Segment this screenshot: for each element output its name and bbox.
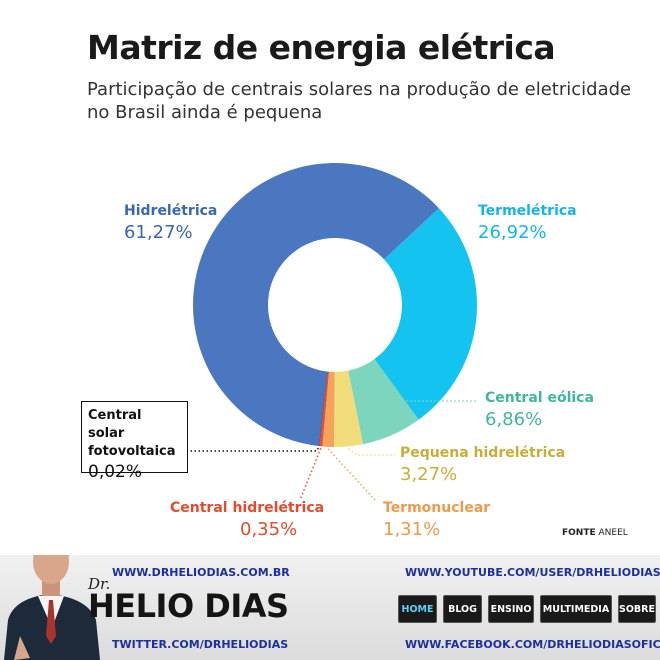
label-pequena-name: Pequena hidrelétrica [400,445,566,461]
slice-pequena-hidreletrica [334,370,364,447]
leader-central-hidro [299,448,322,501]
youtube-link[interactable]: WWW.YOUTUBE.COM/USER/DRHELIODIAS [405,566,660,579]
label-termeletrica-name: Termelétrica [478,203,577,219]
slice-termeletrica [374,208,478,420]
leader-lines [189,400,478,501]
slice-central-hidreletrica [319,371,330,447]
chart-subtitle: Participação de centrais solares na prod… [87,79,632,123]
label-hidreletrica: Hidrelétrica 61,27% [124,203,217,243]
dr-prefix: Dr. [88,575,111,593]
footer-banner: WWW.DRHELIODIAS.COM.BR Dr. HELIO DIAS TW… [0,555,660,660]
label-termeletrica: Termelétrica 26,92% [478,203,577,243]
donut-chart [189,162,478,501]
slice-central-eolica [348,359,419,445]
label-central-hidro-name: Central hidrelétrica [170,500,325,516]
source-note: FONTE ANEEL [562,528,628,538]
site-url-link[interactable]: WWW.DRHELIODIAS.COM.BR [112,566,290,579]
slice-hidreletrica [192,162,439,447]
label-hidreletrica-value: 61,27% [124,222,193,243]
slice-termonuclear [322,371,335,447]
label-hidreletrica-name: Hidrelétrica [124,203,218,219]
facebook-link[interactable]: WWW.FACEBOOK.COM/DRHELIODIASOFICIAL [405,638,660,651]
label-solar-value: 0,02% [88,462,143,482]
source-prefix: FONTE [562,528,596,538]
label-central-hidro-value: 0,35% [240,519,298,540]
nav-sobre-button[interactable]: SOBRE [618,595,656,623]
donut-slices [192,162,478,447]
label-termonuclear-value: 1,31% [383,519,441,540]
label-solar-name: Central solar fotovoltaica [88,408,176,459]
leader-pequena [348,447,395,456]
source-name: ANEEL [598,528,628,538]
presenter-photo-icon [4,555,100,660]
nav-home-button[interactable]: HOME [398,595,437,623]
label-termonuclear: Termonuclear 1,31% [383,500,490,540]
label-eolica-value: 6,86% [485,409,543,430]
label-solar-box: Central solar fotovoltaica 0,02% [81,401,188,482]
leader-termonuclear [327,448,376,501]
label-central-hidreletrica: Central hidrelétrica 0,35% [170,500,324,540]
brand-name: HELIO DIAS [88,587,289,625]
nav-multimedia-button[interactable]: MULTIMEDIA [540,595,612,623]
label-eolica: Central eólica 6,86% [485,390,594,430]
label-pequena-hidreletrica: Pequena hidrelétrica 3,27% [400,445,565,485]
label-eolica-name: Central eólica [485,390,594,406]
leader-solar [189,447,320,452]
label-pequena-value: 3,27% [400,464,458,485]
nav-ensino-button[interactable]: ENSINO [488,595,534,623]
label-termonuclear-name: Termonuclear [383,500,491,516]
label-termeletrica-value: 26,92% [478,222,547,243]
nav-blog-button[interactable]: BLOG [443,595,482,623]
twitter-link[interactable]: TWITTER.COM/DRHELIODIAS [112,638,289,651]
chart-title: Matriz de energia elétrica [87,28,556,67]
